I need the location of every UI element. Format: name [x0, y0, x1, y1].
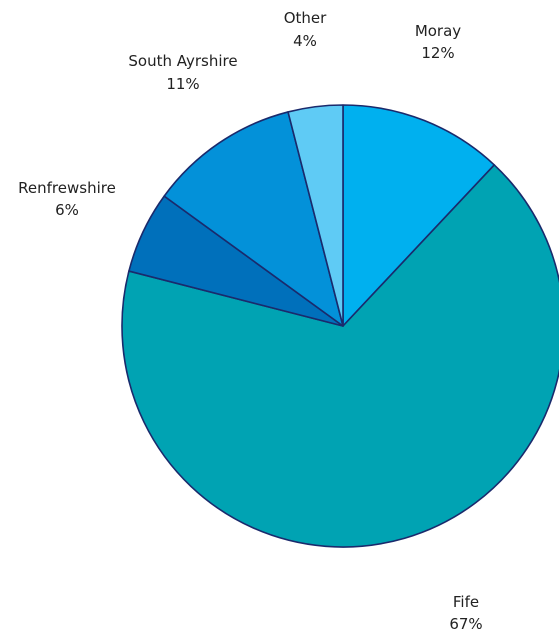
- label-other-value: 4%: [293, 32, 317, 50]
- slice-other: [287, 104, 344, 327]
- label-other-name: Other: [284, 9, 327, 27]
- label-moray-name: Moray: [415, 22, 461, 40]
- slice-south-ayrshire: [163, 111, 344, 327]
- label-south-ayrshire-value: 11%: [166, 75, 199, 93]
- label-fife-value: 67%: [449, 615, 482, 633]
- pie-slices: [121, 104, 559, 548]
- slice-moray: [342, 104, 496, 327]
- label-south-ayrshire-name: South Ayrshire: [128, 52, 237, 70]
- slice-labels: Moray 12% Fife 67% Renfrewshire 6% South…: [18, 9, 483, 633]
- slice-fife: [121, 164, 559, 548]
- label-renfrewshire-value: 6%: [55, 201, 79, 219]
- label-moray-value: 12%: [421, 44, 454, 62]
- label-fife-name: Fife: [453, 593, 479, 611]
- label-renfrewshire-name: Renfrewshire: [18, 179, 116, 197]
